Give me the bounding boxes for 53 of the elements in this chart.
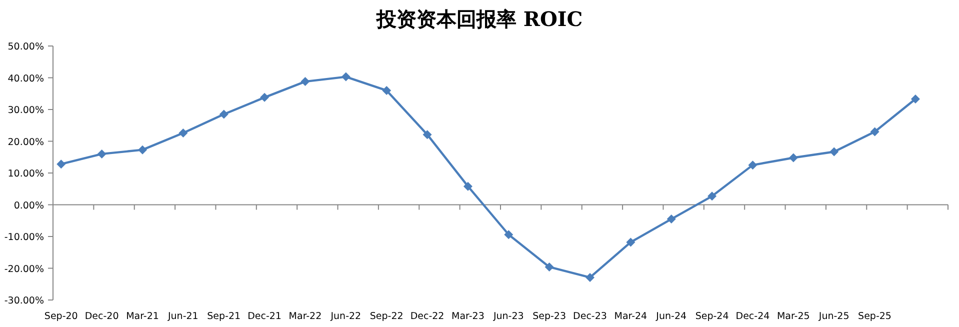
point <box>666 214 676 224</box>
x-tick-label: Sep-25 <box>858 311 892 322</box>
point <box>382 86 392 95</box>
x-tick-label: Dec-22 <box>410 311 444 322</box>
y-tick-label: 0.00% <box>14 200 44 212</box>
x-tick-label: Mar-22 <box>288 311 322 322</box>
x-tick-label: Mar-25 <box>776 311 810 322</box>
y-tick-label: -30.00% <box>4 296 44 306</box>
x-tick-label: Jun-21 <box>166 311 198 322</box>
point <box>178 128 188 138</box>
x-tick-label: Jun-23 <box>492 311 524 322</box>
x-tick-label: Sep-20 <box>44 311 78 322</box>
y-tick-label: 30.00% <box>8 105 44 116</box>
x-tick-label: Dec-20 <box>84 311 119 322</box>
x-tick-label: Sep-21 <box>207 311 241 322</box>
point <box>626 238 636 247</box>
chart-title: 投资资本回报率 ROIC <box>375 7 583 31</box>
point <box>504 230 514 240</box>
y-tick-label: -10.00% <box>4 232 44 243</box>
x-tick-label: Sep-24 <box>695 311 729 322</box>
point <box>870 127 880 136</box>
y-tick-label: 50.00% <box>8 42 44 52</box>
x-tick-label: Jun-25 <box>818 311 850 322</box>
y-tick-label: 40.00% <box>8 73 44 84</box>
point <box>422 130 432 140</box>
point <box>788 153 798 162</box>
point <box>748 160 758 170</box>
x-tick-label: Dec-23 <box>573 311 607 322</box>
point <box>708 192 717 201</box>
x-tick-label: Sep-23 <box>532 311 566 322</box>
point <box>56 160 66 169</box>
point <box>463 182 472 191</box>
point <box>219 110 228 119</box>
point <box>97 149 106 158</box>
y-tick-label: 10.00% <box>8 168 44 180</box>
point <box>138 145 147 154</box>
x-tick-label: Jun-24 <box>655 311 687 322</box>
x-tick-label: Mar-23 <box>452 311 484 322</box>
y-tick-label: 20.00% <box>8 136 44 148</box>
x-tick-label: Dec-24 <box>736 311 770 322</box>
point <box>544 262 554 272</box>
point <box>586 272 594 282</box>
point <box>830 147 839 156</box>
point <box>910 94 920 104</box>
point <box>260 92 270 102</box>
x-tick-label: Mar-24 <box>614 311 648 322</box>
point <box>341 72 350 82</box>
x-tick-label: Dec-21 <box>248 311 282 322</box>
x-tick-label: Jun-22 <box>330 311 362 322</box>
x-tick-label: Sep-22 <box>370 311 404 322</box>
x-tick-label: Mar-21 <box>126 311 159 322</box>
point <box>300 77 310 86</box>
y-tick-label: -20.00% <box>4 264 44 275</box>
